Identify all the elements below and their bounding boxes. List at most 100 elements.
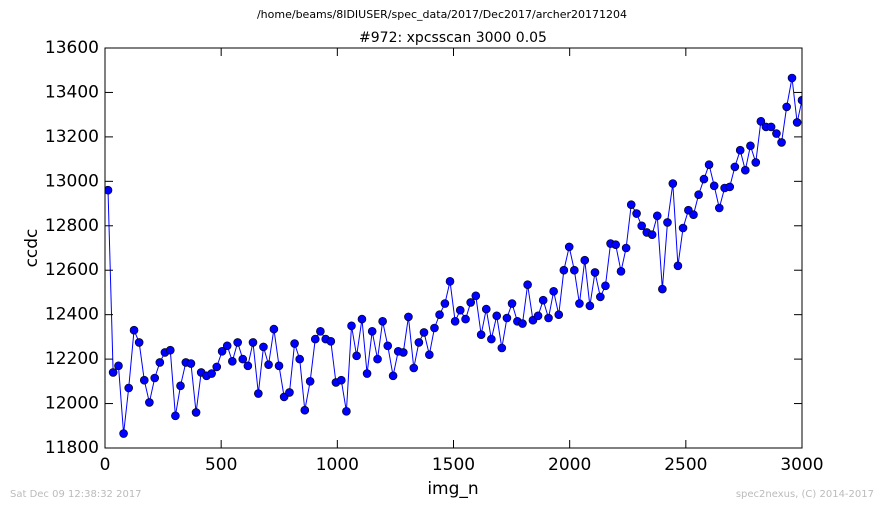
data-point <box>481 304 491 314</box>
data-point <box>264 360 273 369</box>
data-point <box>228 357 237 366</box>
data-point <box>357 314 367 324</box>
footer-left: Sat Dec 09 12:38:32 2017 <box>10 489 142 500</box>
x-tick-label: 3000 <box>780 455 823 475</box>
y-tick-label: 11800 <box>45 438 99 458</box>
data-point <box>290 339 299 348</box>
data-point <box>409 363 419 373</box>
data-point <box>419 328 429 337</box>
data-point <box>709 181 719 191</box>
data-point <box>766 122 776 132</box>
x-tick-label: 1000 <box>316 455 359 475</box>
data-point <box>704 160 714 169</box>
data-point <box>248 338 258 347</box>
data-point <box>430 323 439 333</box>
data-point <box>145 398 154 407</box>
data-point <box>176 381 185 391</box>
data-point <box>559 265 569 275</box>
data-point <box>300 405 310 415</box>
data-point <box>238 354 248 364</box>
data-point <box>668 179 678 188</box>
data-point <box>652 211 662 221</box>
data-point <box>725 182 735 192</box>
data-point <box>580 255 590 265</box>
data-point <box>445 277 455 286</box>
footer-right: spec2nexus, (C) 2014-2017 <box>736 489 874 500</box>
data-point <box>621 243 631 253</box>
data-point <box>186 359 196 368</box>
data-point <box>316 327 325 336</box>
x-tick-label: 2500 <box>664 455 707 475</box>
data-point <box>114 361 123 371</box>
data-point <box>735 145 745 155</box>
data-point <box>404 312 413 322</box>
y-tick-label: 13600 <box>45 38 99 58</box>
y-tick-label: 13400 <box>45 82 99 102</box>
data-point <box>756 117 766 126</box>
y-tick-label: 12400 <box>45 305 99 325</box>
data-point <box>243 361 253 371</box>
data-point <box>751 158 761 167</box>
data-point <box>637 221 646 231</box>
data-point <box>342 407 351 416</box>
data-point <box>440 299 450 308</box>
x-axis-label: img_n <box>427 479 478 499</box>
data-point <box>787 73 797 83</box>
data-point <box>383 341 393 351</box>
y-tick-label: 12600 <box>45 260 99 280</box>
data-point <box>108 368 118 377</box>
data-point <box>425 350 434 359</box>
data-point <box>269 324 279 334</box>
data-point <box>254 389 263 398</box>
data-point <box>373 354 382 364</box>
data-point <box>497 343 507 353</box>
data-point <box>626 200 636 209</box>
data-point <box>797 95 802 105</box>
data-point <box>678 223 688 233</box>
data-point <box>782 102 791 112</box>
data-point <box>694 190 703 199</box>
x-tick-label: 0 <box>100 455 111 475</box>
data-point <box>222 341 232 351</box>
data-point <box>105 185 113 195</box>
y-tick-label: 13200 <box>45 127 99 147</box>
data-point <box>575 299 584 308</box>
data-point <box>777 138 786 147</box>
data-point <box>352 351 361 361</box>
data-point <box>233 338 242 347</box>
x-tick-label: 1500 <box>432 455 475 475</box>
data-point <box>274 361 284 371</box>
data-point <box>450 317 460 326</box>
data-point <box>570 265 579 275</box>
data-point <box>658 284 667 294</box>
data-point <box>699 174 709 184</box>
y-tick-label: 12800 <box>45 216 99 236</box>
data-point <box>596 292 605 302</box>
data-point <box>191 408 201 417</box>
data-point <box>792 118 802 127</box>
data-point <box>388 371 398 381</box>
data-point <box>663 218 672 227</box>
x-tick-label: 500 <box>205 455 237 475</box>
data-point <box>487 334 496 344</box>
data-point <box>295 354 304 364</box>
data-point <box>347 321 356 331</box>
data-point <box>171 411 180 421</box>
data-point <box>492 311 502 321</box>
data-point <box>165 345 175 355</box>
data-point <box>647 230 657 239</box>
data-point <box>155 358 165 367</box>
data-point <box>212 362 222 372</box>
data-point <box>119 429 128 438</box>
data-point <box>326 337 336 346</box>
data-point <box>611 240 620 249</box>
data-point <box>590 268 600 277</box>
plot-area <box>105 73 802 438</box>
data-point <box>554 310 564 319</box>
data-point <box>399 348 408 357</box>
data-point <box>502 313 512 323</box>
data-point <box>533 311 543 321</box>
data-point <box>507 299 517 308</box>
data-point <box>285 388 294 397</box>
